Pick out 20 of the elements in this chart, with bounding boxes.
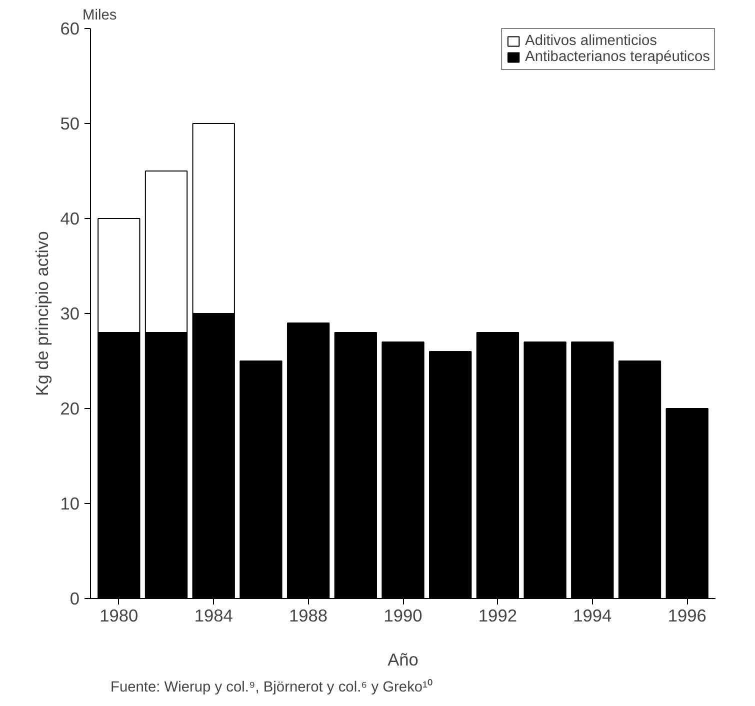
y-tick-label: 60 [60, 18, 80, 38]
legend-label: Antibacterianos terapéuticos [525, 49, 710, 65]
y-axis-title: Kg de principio activo [32, 231, 52, 396]
x-tick-label: 1996 [668, 606, 706, 626]
y-tick-label: 40 [60, 208, 80, 228]
y-tick-label: 20 [60, 398, 80, 418]
x-tick-label: 1994 [573, 606, 612, 626]
y-tick-label: 10 [60, 494, 80, 514]
y-tick-label: 50 [60, 114, 80, 134]
x-axis-title: Año [388, 650, 418, 670]
y-tick-label: 0 [70, 588, 80, 608]
x-tick-label: 1990 [384, 606, 422, 626]
x-tick-label: 1984 [194, 606, 234, 626]
x-tick-label: 1980 [100, 606, 138, 626]
legend-label: Aditivos alimenticios [525, 33, 658, 49]
x-tick-label: 1988 [289, 606, 328, 626]
source-note: Fuente: Wierup y col.⁹, Björnerot y col.⁶ y Greko¹⁰ [110, 678, 432, 696]
x-tick-label: 1992 [478, 606, 517, 626]
y-tick-label: 30 [60, 304, 80, 324]
text: Miles [82, 8, 117, 24]
